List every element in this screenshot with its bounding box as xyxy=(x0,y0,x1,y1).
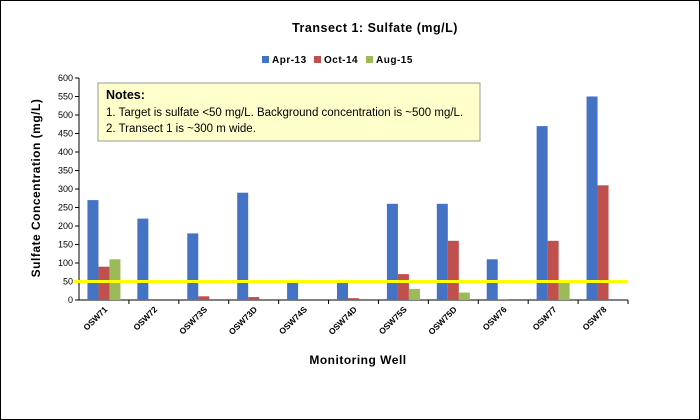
bar-apr-13-osw78 xyxy=(586,96,598,300)
y-tick-label: 550 xyxy=(58,92,73,102)
bar-aug-15-osw71 xyxy=(109,259,121,300)
bar-apr-13-osw71 xyxy=(87,200,99,300)
bar-apr-13-osw73d xyxy=(237,192,249,300)
x-tick-label: OSW71 xyxy=(81,304,109,332)
y-tick-label: 600 xyxy=(58,73,73,83)
bar-apr-13-osw75s xyxy=(386,203,398,300)
x-axis-label: Monitoring Well xyxy=(309,353,406,367)
x-tick-label: OSW75D xyxy=(426,304,458,336)
bar-apr-13-osw75d xyxy=(436,203,448,300)
y-tick-label: 500 xyxy=(58,110,73,120)
legend: Apr-13 Oct-14 Aug-15 xyxy=(262,55,413,66)
bar-oct-14-osw76 xyxy=(497,299,509,300)
bar-apr-13-osw76 xyxy=(486,259,498,300)
y-tick-label: 450 xyxy=(58,129,73,139)
notes-line-1: 1. Target is sulfate <50 mg/L. Backgroun… xyxy=(106,107,463,119)
bar-apr-13-osw74s xyxy=(287,281,299,300)
bar-oct-14-osw73d xyxy=(248,297,260,300)
bar-oct-14-osw78 xyxy=(597,185,609,300)
bar-oct-14-osw71 xyxy=(98,266,110,300)
legend-label-apr-13: Apr-13 xyxy=(272,55,307,66)
notes-heading: Notes: xyxy=(106,88,145,102)
y-tick-label: 350 xyxy=(58,166,73,176)
y-tick-label: 150 xyxy=(58,240,73,250)
bar-apr-13-osw74d xyxy=(337,281,348,300)
x-tick-label: OSW77 xyxy=(530,304,558,332)
legend-swatch-oct-14 xyxy=(314,56,321,63)
bar-aug-15-osw77 xyxy=(558,281,570,300)
bar-apr-13-osw73s xyxy=(187,233,199,300)
y-axis-label: Sulfate Concentration (mg/L) xyxy=(29,99,43,278)
x-tick-label: OSW78 xyxy=(580,304,608,332)
bar-aug-15-osw75d xyxy=(458,292,470,300)
bar-oct-14-osw75s xyxy=(397,274,409,300)
x-tick-label: OSW73S xyxy=(177,304,209,336)
bar-oct-14-osw75d xyxy=(447,240,459,300)
x-tick-label: OSW74D xyxy=(326,304,358,336)
bar-oct-14-osw74d xyxy=(348,298,359,300)
x-tick-label: OSW76 xyxy=(481,304,509,332)
legend-swatch-apr-13 xyxy=(262,56,269,63)
notes-line-2: 2. Transect 1 is ~300 m wide. xyxy=(106,123,256,135)
bar-aug-15-osw75s xyxy=(408,288,420,300)
y-tick-label: 0 xyxy=(68,295,73,305)
notes-background xyxy=(97,82,481,142)
x-tick-label: OSW75S xyxy=(377,304,409,336)
legend-swatch-aug-15 xyxy=(366,56,373,63)
legend-label-aug-15: Aug-15 xyxy=(376,55,413,66)
y-tick-label: 300 xyxy=(58,184,73,194)
x-tick-label: OSW74S xyxy=(277,304,309,336)
chart-title: Transect 1: Sulfate (mg/L) xyxy=(292,21,458,35)
y-tick-label: 100 xyxy=(58,258,73,268)
x-tick-label: OSW72 xyxy=(131,304,159,332)
y-tick-label: 200 xyxy=(58,221,73,231)
notes-box: Notes: 1. Target is sulfate <50 mg/L. Ba… xyxy=(97,82,481,142)
bar-oct-14-osw73s xyxy=(198,296,210,300)
y-tick-label: 250 xyxy=(58,203,73,213)
x-tick-label: OSW73D xyxy=(227,304,259,336)
bar-oct-14-osw77 xyxy=(547,240,559,300)
y-tick-label: 50 xyxy=(63,277,73,287)
y-tick-label: 400 xyxy=(58,147,73,157)
legend-label-oct-14: Oct-14 xyxy=(324,55,358,66)
bar-apr-13-osw72 xyxy=(137,218,149,300)
bar-apr-13-osw77 xyxy=(536,126,548,300)
